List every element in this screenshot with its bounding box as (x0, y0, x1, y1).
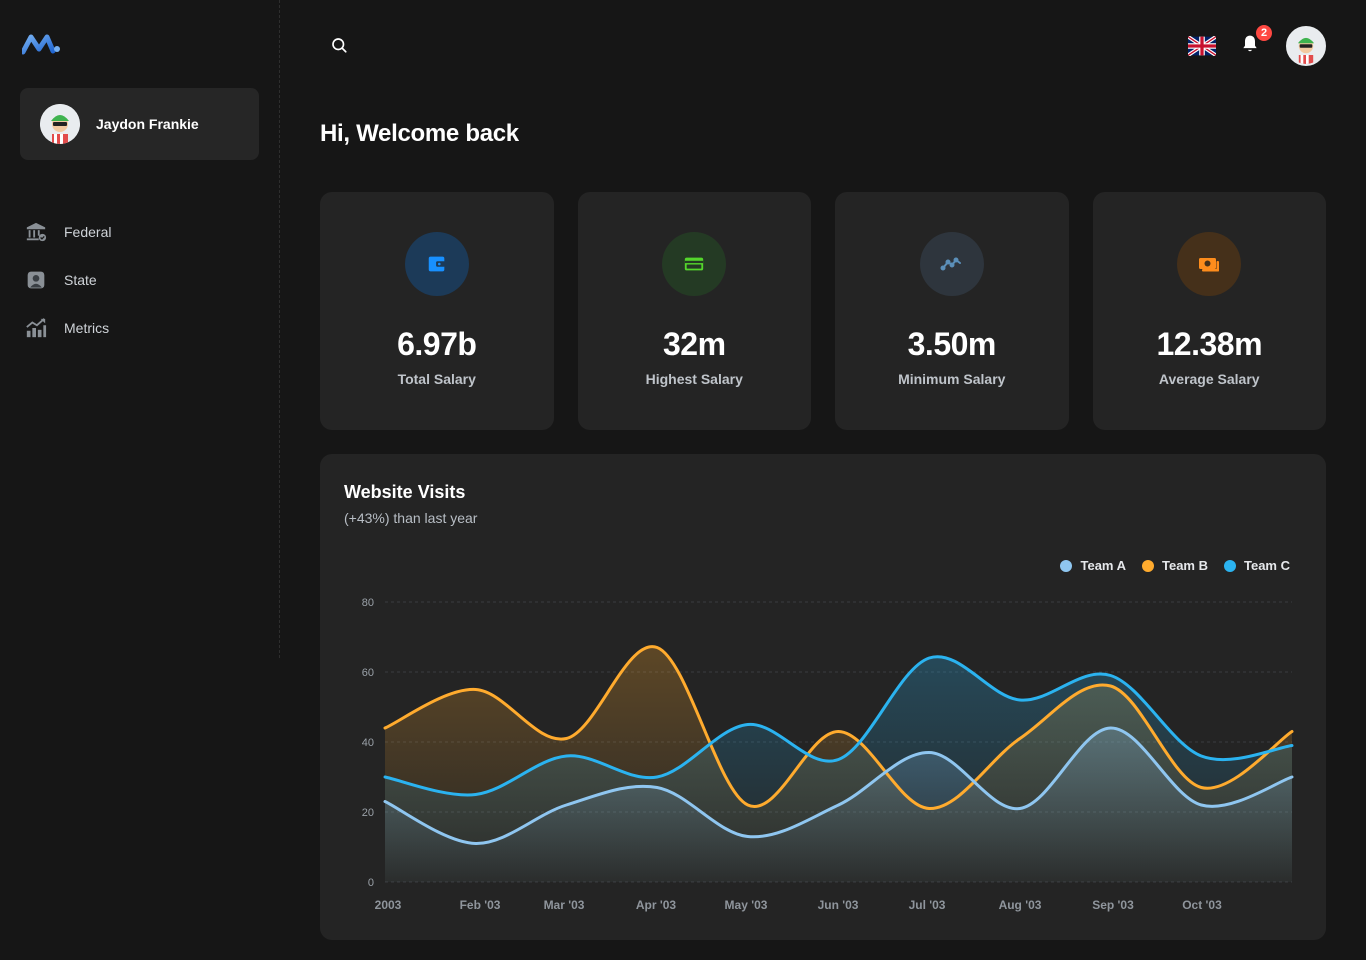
x-tick-label: Mar '03 (544, 898, 585, 912)
stat-value: 3.50m (907, 326, 997, 362)
chart-legend: Team A Team B Team C (1060, 558, 1290, 573)
line-team-a (383, 726, 1294, 846)
sidebar-item-metrics[interactable]: Metrics (24, 304, 264, 352)
search-button[interactable] (322, 30, 356, 64)
area-team-a (385, 727, 1292, 882)
sidebar-item-label: Metrics (64, 320, 110, 336)
avatar (40, 104, 80, 144)
notification-badge: 2 (1254, 23, 1274, 43)
x-tick-label: May '03 (725, 898, 768, 912)
y-tick-label: 60 (362, 667, 374, 679)
stat-value: 32m (662, 326, 726, 362)
y-tick-label: 80 (362, 597, 374, 609)
y-tick-label: 0 (368, 877, 374, 889)
stat-label: Average Salary (1158, 371, 1260, 387)
chart-subtitle: (+43%) than last year (344, 510, 478, 526)
website-visits-card: 0 20 40 60 80 2003 Feb '03 Mar '03 Apr '03 May '0… (320, 454, 1326, 940)
stat-label: Highest Salary (645, 371, 743, 387)
stat-card-average-salary: 12.38m Average Salary (1092, 192, 1326, 430)
sidebar: Jaydon Frankie Federal (0, 0, 280, 960)
chart-title: Website Visits (344, 482, 466, 502)
bell-icon (1240, 34, 1260, 59)
y-tick-label: 40 (362, 737, 374, 749)
legend-item-team-b[interactable]: Team B (1142, 558, 1208, 573)
legend-dot (1224, 559, 1236, 572)
user-card[interactable]: Jaydon Frankie (20, 88, 259, 160)
x-tick-label: Feb '03 (460, 898, 501, 912)
x-tick-label: Jul '03 (909, 898, 946, 912)
trend-icon (919, 232, 984, 296)
x-tick-label: Oct '03 (1182, 898, 1222, 912)
sidebar-nav: Federal State Metrics (24, 208, 264, 352)
logo[interactable] (20, 32, 62, 56)
cash-icon (1177, 232, 1242, 296)
line-team-b (383, 645, 1294, 811)
stat-label: Total Salary (397, 371, 476, 387)
sidebar-item-label: State (64, 272, 97, 288)
x-tick-label: Sep '03 (1092, 898, 1134, 912)
stat-card-minimum-salary: 3.50m Minimum Salary (835, 192, 1069, 430)
stat-card-total-salary: 6.97b Total Salary (320, 192, 554, 430)
sidebar-item-label: Federal (64, 224, 112, 240)
legend-label: Team C (1244, 558, 1290, 573)
x-tick-label: Apr '03 (636, 898, 677, 912)
x-tick-label: Jun '03 (818, 898, 859, 912)
line-team-c (383, 655, 1294, 797)
sidebar-divider (279, 0, 280, 658)
wallet-icon (404, 232, 469, 296)
website-visits-chart: 0 20 40 60 80 2003 Feb '03 Mar '03 Apr '03 May '0… (362, 597, 1294, 912)
x-tick-label: Aug '03 (999, 898, 1042, 912)
legend-item-team-a[interactable]: Team A (1060, 558, 1126, 573)
y-tick-label: 20 (362, 807, 374, 819)
legend-label: Team A (1080, 558, 1126, 573)
notifications-button[interactable]: 2 (1238, 23, 1274, 59)
legend-dot (1060, 559, 1073, 572)
bank-icon (24, 220, 48, 244)
search-icon (330, 36, 348, 59)
account-avatar[interactable] (1286, 26, 1326, 66)
credit-card-icon (662, 232, 727, 296)
stat-value: 6.97b (397, 326, 477, 362)
language-flag-icon[interactable] (1188, 36, 1216, 56)
stat-label: Minimum Salary (898, 371, 1006, 387)
sidebar-item-state[interactable]: State (24, 256, 264, 304)
legend-dot (1142, 559, 1154, 572)
user-name: Jaydon Frankie (96, 116, 199, 132)
stats-row: 6.97b Total Salary 32m Highest Salary 3.… (320, 192, 1326, 430)
stat-value: 12.38m (1156, 326, 1263, 362)
legend-label: Team B (1162, 558, 1208, 573)
sidebar-item-federal[interactable]: Federal (24, 208, 264, 256)
stat-card-highest-salary: 32m Highest Salary (577, 192, 811, 430)
page-title: Hi, Welcome back (320, 120, 519, 147)
x-tick-label: 2003 (375, 898, 402, 912)
growth-chart-icon (24, 316, 48, 340)
person-badge-icon (24, 268, 48, 292)
header-actions: 2 (1188, 23, 1326, 66)
legend-item-team-c[interactable]: Team C (1224, 558, 1290, 573)
